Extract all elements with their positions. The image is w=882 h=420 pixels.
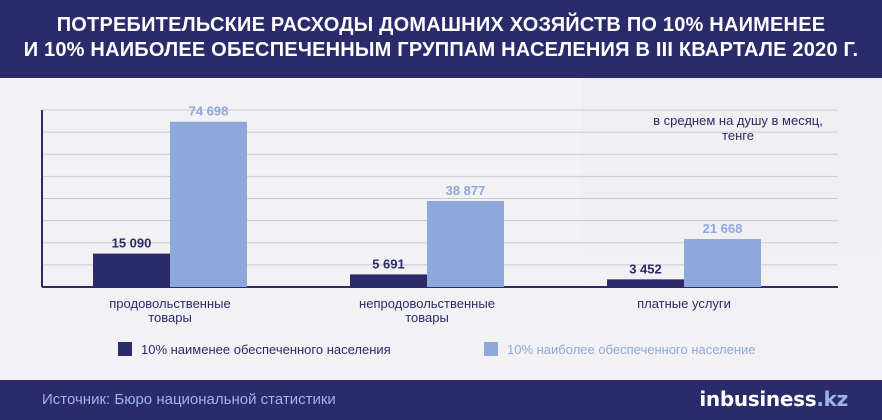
legend-swatch bbox=[484, 342, 498, 356]
chart-title-line-1: ПОТРЕБИТЕЛЬСКИЕ РАСХОДЫ ДОМАШНИХ ХОЗЯЙСТ… bbox=[56, 14, 826, 36]
bar-chart: в среднем на душу в месяц,тенге 15 090 5 6… bbox=[41, 104, 838, 357]
bar-value-label: 21 668 bbox=[703, 221, 743, 236]
bar-low-income bbox=[350, 274, 427, 287]
bar-low-income bbox=[93, 253, 170, 287]
bar-high-income bbox=[427, 200, 504, 287]
legend-label: 10% наиболее обеспеченного население bbox=[507, 342, 756, 357]
legend-swatch bbox=[118, 342, 132, 356]
bar-high-income bbox=[684, 239, 761, 287]
unit-note: в среднем на душу в месяц, bbox=[653, 113, 823, 128]
bar-low-income bbox=[607, 279, 684, 287]
logo-domain: .kz bbox=[816, 387, 848, 411]
x-tick-label: продовольственные bbox=[109, 296, 230, 311]
x-tick-label: платные услуги bbox=[637, 296, 731, 311]
legend-label: 10% наименее обеспеченного населения bbox=[141, 342, 391, 357]
bar-value-label: 38 877 bbox=[446, 183, 486, 198]
brand-logo[interactable]: inbusiness.kz bbox=[699, 387, 848, 411]
footer-bar: Источник: Бюро национальной статистики i… bbox=[0, 380, 882, 420]
bar-value-label: 5 691 bbox=[372, 256, 405, 271]
x-tick-label: товары bbox=[148, 310, 192, 325]
title-banner: ПОТРЕБИТЕЛЬСКИЕ РАСХОДЫ ДОМАШНИХ ХОЗЯЙСТ… bbox=[0, 0, 882, 78]
bar-value-label: 3 452 bbox=[629, 261, 662, 276]
x-tick-label: товары bbox=[405, 310, 449, 325]
unit-note: тенге bbox=[722, 128, 754, 143]
bar-value-label: 15 090 bbox=[112, 236, 152, 251]
logo-text: inbusiness bbox=[699, 387, 817, 411]
bar-value-label: 74 698 bbox=[189, 104, 229, 119]
x-tick-label: непродовольственные bbox=[359, 296, 495, 311]
chart-title-line-2: И 10% НАИБОЛЕЕ ОБЕСПЕЧЕННЫМ ГРУППАМ НАСЕ… bbox=[23, 39, 859, 61]
source-note: Источник: Бюро национальной статистики bbox=[42, 391, 336, 408]
bar-high-income bbox=[170, 121, 247, 287]
